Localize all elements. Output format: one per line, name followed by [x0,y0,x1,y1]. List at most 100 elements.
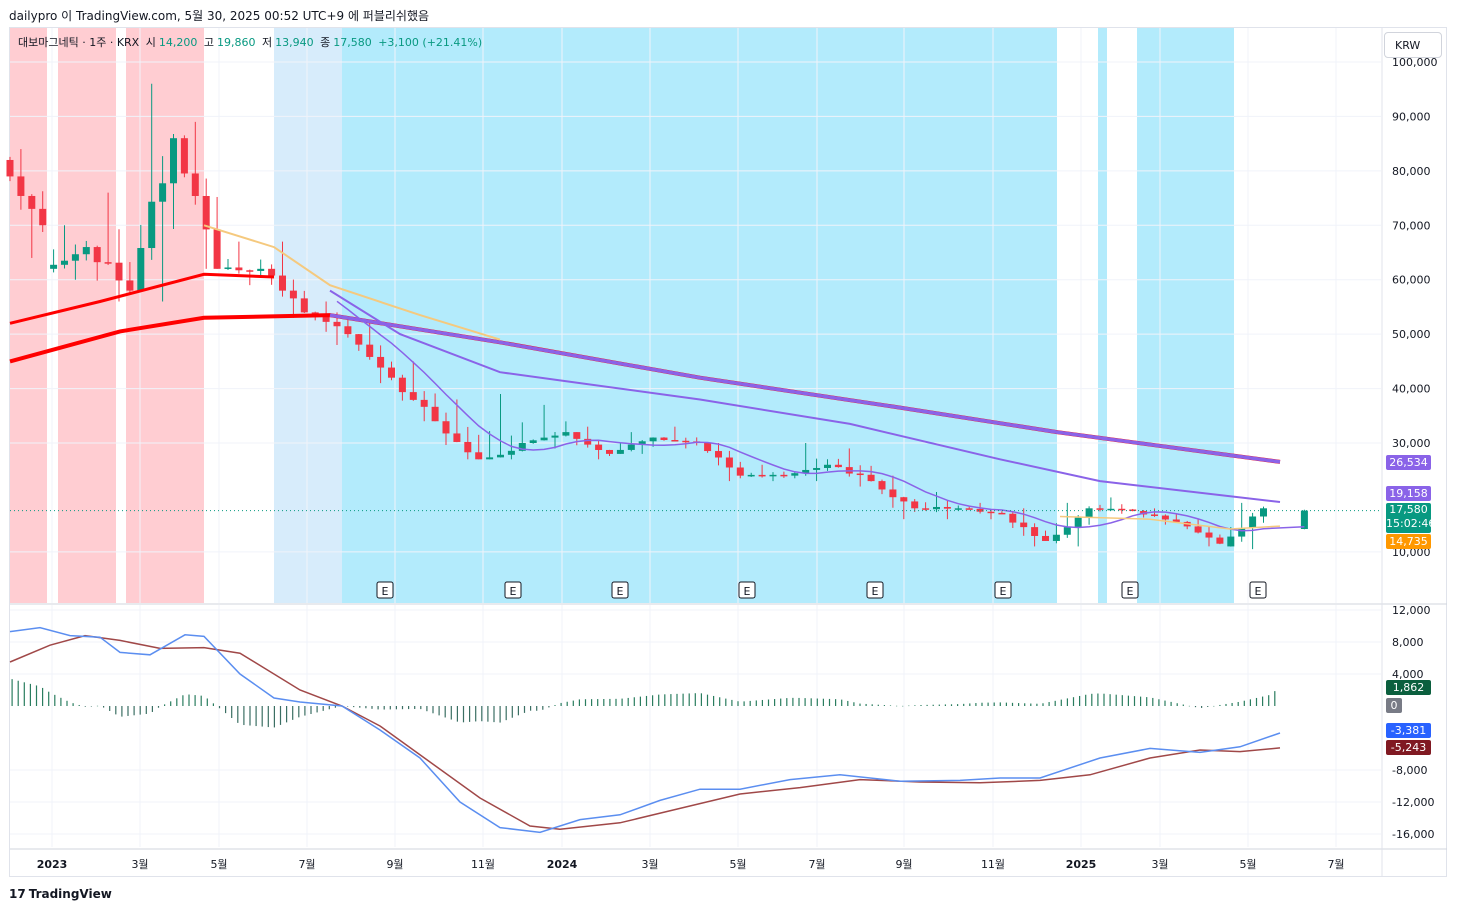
legend-close-label: 종 [320,36,331,49]
candle-body [1172,519,1180,522]
footer-brand[interactable]: 17 TradingView [9,887,112,901]
candle-body [93,247,101,263]
macd-histogram-bar [1182,704,1184,706]
macd-histogram-bar [1170,701,1172,706]
macd-histogram-bar [609,698,611,706]
macd-histogram-bar [377,706,379,710]
macd-histogram-bar [981,702,983,706]
candle-body [497,454,504,458]
macd-histogram-bar [652,695,654,706]
candle-body [954,508,962,510]
candle-body [148,201,156,249]
earnings-marker-box [738,581,756,599]
candle-body [933,506,940,510]
candle-body [1161,515,1169,520]
attribution-text: dailypro 이 TradingView.com, 5월 30, 2025 … [9,9,430,23]
macd-histogram-bar [682,693,684,706]
macd-histogram-bar [84,706,86,707]
candle-body [279,275,286,291]
currency-button[interactable]: KRW [1384,32,1442,58]
macd-histogram-bar [944,704,946,706]
macd-line [9,626,1281,834]
price-tick-label: 90,000 [1392,110,1431,123]
candle-body [715,451,722,458]
candle-body [170,138,177,184]
candle-body [856,473,864,476]
macd-histogram-bar [1225,703,1227,706]
time-axis-label: 7월 [808,858,825,871]
time-axis-label: 11월 [981,858,1005,871]
earnings-marker-box [866,581,884,599]
macd-histogram-bar [1048,702,1050,706]
earnings-marker-box [504,581,522,599]
macd-histogram-bar [66,700,68,706]
candle-body [540,437,548,441]
candle-body [28,195,36,209]
macd-histogram-bar [511,706,513,718]
macd-tick-label: -8,000 [1392,764,1427,777]
candle-body [671,440,679,442]
macd-histogram-bar [914,705,916,706]
macd-histogram-bar [298,706,300,718]
candle-body [257,268,265,271]
macd-histogram-bar [548,706,550,708]
legend-open: 14,200 [158,36,198,49]
macd-histogram-bar [1097,693,1099,706]
macd-histogram-bar [127,706,129,716]
macd-histogram-bar [828,698,831,706]
candle-body [922,508,930,510]
macd-histogram-bar [401,706,404,710]
time-axis-label: 7월 [298,858,315,871]
macd-histogram-bar [1115,694,1117,706]
macd-histogram-bar [389,706,391,710]
macd-histogram-bar [432,706,434,714]
candle-body [518,443,526,451]
macd-histogram-bar [1054,700,1056,706]
macd-histogram-bar [713,695,715,706]
time-axis-label: 5월 [210,858,227,871]
macd-histogram-bar [1213,705,1215,707]
candle-body [638,441,646,445]
macd-histogram-bar [1255,697,1258,706]
macd-histogram-bar [1036,703,1038,706]
macd-histogram-bar [1207,706,1209,707]
macd-tick-label: -12,000 [1392,796,1434,809]
candle-body [431,406,439,422]
candle-body [736,467,744,476]
candle-body [1107,508,1115,511]
candle-body [725,457,733,468]
candle-body [71,254,79,261]
macd-histogram-bar [316,706,318,713]
macd-histogram-bar [469,706,471,722]
macd-histogram-bar [1072,697,1075,706]
candle-body [965,508,973,510]
candle-body [1151,514,1158,516]
candle-body [115,262,123,281]
candle-body [300,298,308,313]
time-axis-label: 5월 [729,858,746,871]
legend-high-label: 고 [203,36,214,49]
chart-frame [9,27,1447,877]
macd-histogram-bar [487,706,489,722]
candle-body [159,183,167,202]
candle-body [355,334,363,345]
macd-histogram-bar [426,706,428,712]
macd-histogram-bar [542,706,544,710]
macd-histogram-bar [810,698,812,706]
legend-high: 19,860 [216,36,256,49]
earnings-marker-label: E [872,585,879,598]
candle-body [39,208,47,226]
price-tick-label: 70,000 [1392,219,1431,232]
macd-histogram-bar [353,706,355,708]
macd-histogram-bar [267,706,269,728]
macd-histogram-bar [658,694,660,706]
macd-histogram-bar [871,704,873,706]
macd-histogram-bar [304,706,306,716]
ma-long-purple-line [329,313,1281,464]
ema-orange-line [1059,515,1281,530]
legend-close: 17,580 [333,36,372,49]
macd-histogram-bar [395,706,397,710]
macd-histogram-bar [408,706,410,710]
macd-histogram-bar [1127,695,1129,706]
